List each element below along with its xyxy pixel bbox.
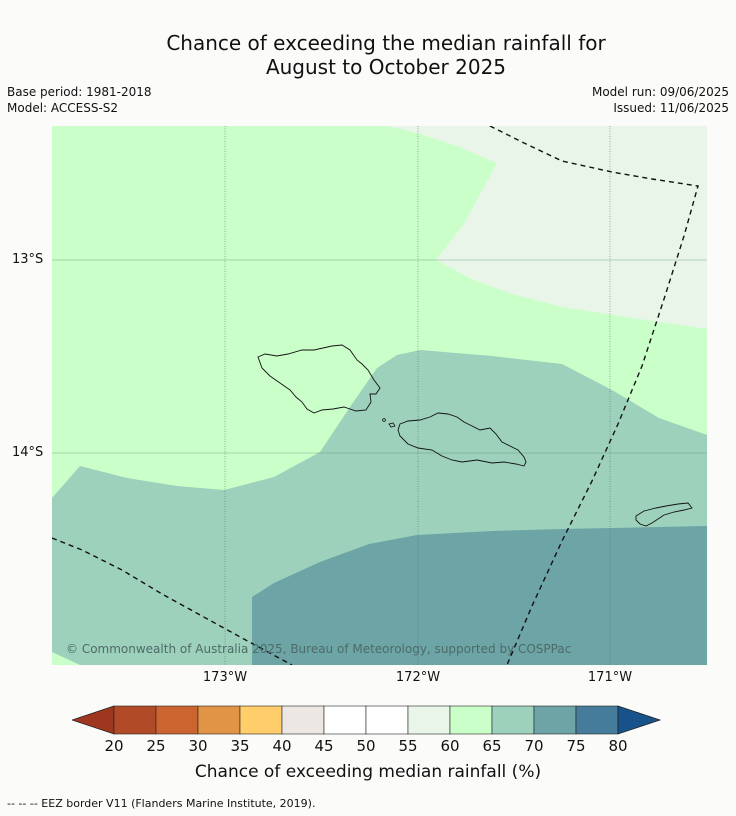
colorbar-tick-label: 75 xyxy=(566,737,586,755)
lon-label-172w: 172°W xyxy=(395,670,441,685)
island-tutuila xyxy=(635,502,693,527)
colorbar-label: Chance of exceeding median rainfall (%) xyxy=(194,762,542,782)
colorbar-bin xyxy=(323,705,367,735)
graticule-lat xyxy=(52,259,707,454)
colorbar-bin xyxy=(533,705,577,735)
region-70-75 xyxy=(252,526,707,665)
colorbar-tick-label: 30 xyxy=(188,737,208,755)
eez-footnote: -- -- -- EEZ border V11 (Flanders Marine… xyxy=(7,797,316,810)
colorbar-bin xyxy=(491,705,535,735)
colorbar-tick-label: 55 xyxy=(398,737,418,755)
colorbar-extend-low xyxy=(72,705,115,735)
colorbar-tick-label: 40 xyxy=(272,737,292,755)
colorbar-bin xyxy=(449,705,493,735)
colorbar-bin xyxy=(281,705,325,735)
island-upolu xyxy=(397,412,527,467)
colorbar-tick-label: 80 xyxy=(608,737,628,755)
colorbar-bin xyxy=(365,705,409,735)
colorbar-tick-label: 70 xyxy=(524,737,544,755)
map-title: Chance of exceeding the median rainfall … xyxy=(0,31,736,79)
colorbar-tick-label: 45 xyxy=(314,737,334,755)
colorbar-bin xyxy=(155,705,199,735)
lat-label-13s: 13°S xyxy=(12,252,44,267)
lat-label-14s: 14°S xyxy=(12,445,44,460)
map-panel xyxy=(52,126,707,665)
colorbar-tick-label: 35 xyxy=(230,737,250,755)
colorbar-bin xyxy=(113,705,157,735)
copyright-text: © Commonwealth of Australia 2025, Bureau… xyxy=(66,642,572,656)
colorbar-tick-label: 65 xyxy=(482,737,502,755)
colorbar-tick-label: 60 xyxy=(440,737,460,755)
meta-right: Model run: 09/06/2025 Issued: 11/06/2025 xyxy=(592,84,729,116)
map-svg xyxy=(52,126,707,665)
model-text: Model: ACCESS-S2 xyxy=(7,101,119,115)
colorbar-bin xyxy=(239,705,283,735)
title-line-1: Chance of exceeding the median rainfall … xyxy=(166,31,606,55)
region-60-65-corner xyxy=(52,652,80,665)
colorbar-extend-high xyxy=(617,705,662,735)
meta-left: Base period: 1981-2018 Model: ACCESS-S2 xyxy=(7,84,152,116)
colorbar-tick-label: 25 xyxy=(146,737,166,755)
base-period-text: Base period: 1981-2018 xyxy=(7,85,152,99)
island-small-1 xyxy=(382,418,386,422)
eez-border-east xyxy=(489,126,699,665)
colorbar-bin xyxy=(197,705,241,735)
colorbar-bin xyxy=(575,705,619,735)
lon-label-171w: 171°W xyxy=(587,670,633,685)
region-55-60 xyxy=(387,126,707,329)
colorbar-bin xyxy=(407,705,451,735)
colorbar xyxy=(72,705,662,735)
island-small-2 xyxy=(388,422,396,428)
island-savaii xyxy=(257,344,381,414)
colorbar-tick-label: 20 xyxy=(104,737,124,755)
issued-text: Issued: 11/06/2025 xyxy=(613,101,729,115)
colorbar-tick-label: 50 xyxy=(356,737,376,755)
title-line-2: August to October 2025 xyxy=(265,55,507,79)
model-run-text: Model run: 09/06/2025 xyxy=(591,85,729,99)
lon-label-173w: 173°W xyxy=(202,670,248,685)
